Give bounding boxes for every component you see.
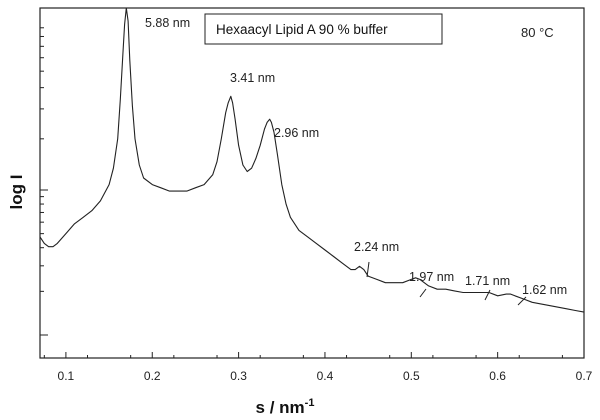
leader-1-71	[484, 289, 491, 301]
x-axis-title-sup: -1	[305, 397, 315, 409]
x-tick-label: 0.2	[144, 369, 161, 383]
peak-label-1-71: 1.71 nm	[465, 274, 510, 288]
leader-2-24	[366, 261, 370, 278]
peak-label-1-62: 1.62 nm	[522, 283, 567, 297]
leader-1-62	[517, 296, 527, 306]
scattering-curve	[39, 7, 585, 313]
x-tick-label: 0.7	[576, 369, 593, 383]
x-tick-label: 0.1	[58, 369, 75, 383]
y-axis-title: log I	[7, 175, 26, 210]
legend: Hexaacyl Lipid A 90 % buffer	[204, 13, 443, 45]
plot-frame	[39, 7, 585, 359]
x-tick-label: 0.4	[317, 369, 334, 383]
legend-box	[204, 13, 443, 45]
peak-label-3-41: 3.41 nm	[230, 71, 275, 85]
y-axis-ticks	[40, 27, 48, 336]
leader-1-97	[419, 288, 427, 298]
peak-label-2-24: 2.24 nm	[354, 240, 399, 254]
legend-text: Hexaacyl Lipid A 90 % buffer	[216, 22, 388, 37]
x-tick-label: 0.5	[403, 369, 420, 383]
x-axis-title-main: s / nm	[256, 398, 305, 417]
x-axis-ticks	[43, 352, 585, 358]
x-tick-label: 0.6	[489, 369, 506, 383]
x-axis-tick-labels: 0.1 0.2 0.3 0.4 0.5 0.6 0.7	[58, 369, 593, 383]
x-axis-title: s / nm-1	[256, 397, 315, 417]
peak-label-2-96: 2.96 nm	[274, 126, 319, 140]
x-tick-label: 0.3	[230, 369, 247, 383]
peak-label-1-97: 1.97 nm	[409, 270, 454, 284]
peak-label-5-88: 5.88 nm	[145, 16, 190, 30]
temperature-label: 80 °C	[521, 25, 554, 40]
